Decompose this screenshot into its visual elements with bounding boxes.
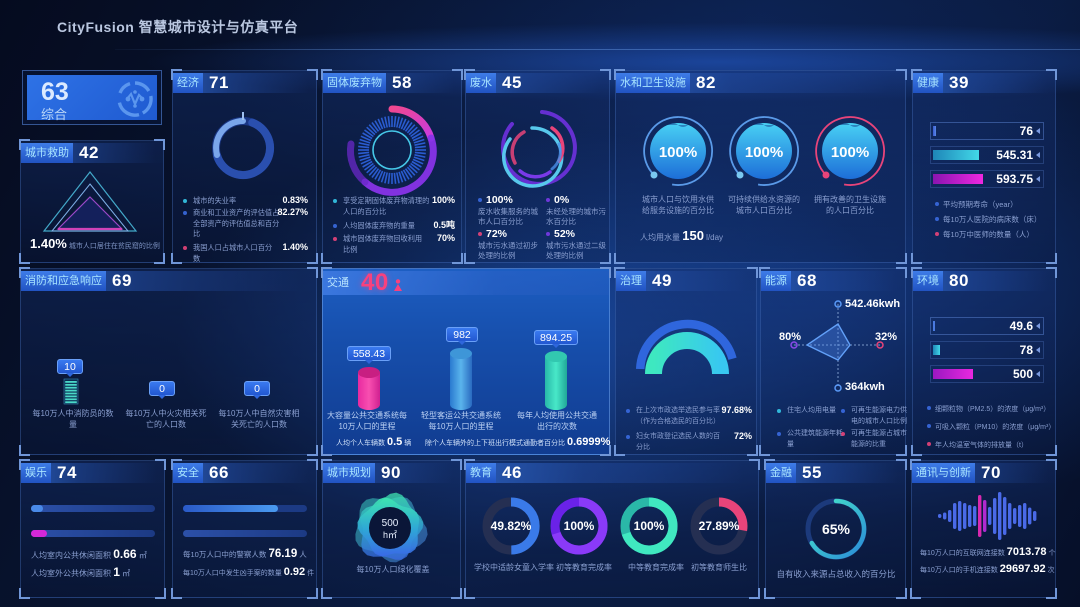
- svg-text:100%: 100%: [745, 144, 783, 161]
- svg-text:100%: 100%: [634, 519, 665, 533]
- svg-text:65%: 65%: [822, 521, 851, 537]
- svg-text:100%: 100%: [659, 144, 697, 161]
- svg-text:49.82%: 49.82%: [491, 519, 532, 533]
- svg-text:100%: 100%: [831, 144, 869, 161]
- svg-text:100%: 100%: [564, 519, 595, 533]
- svg-text:500: 500: [382, 518, 399, 529]
- svg-text:27.89%: 27.89%: [699, 519, 740, 533]
- svg-text:h㎡: h㎡: [383, 530, 397, 540]
